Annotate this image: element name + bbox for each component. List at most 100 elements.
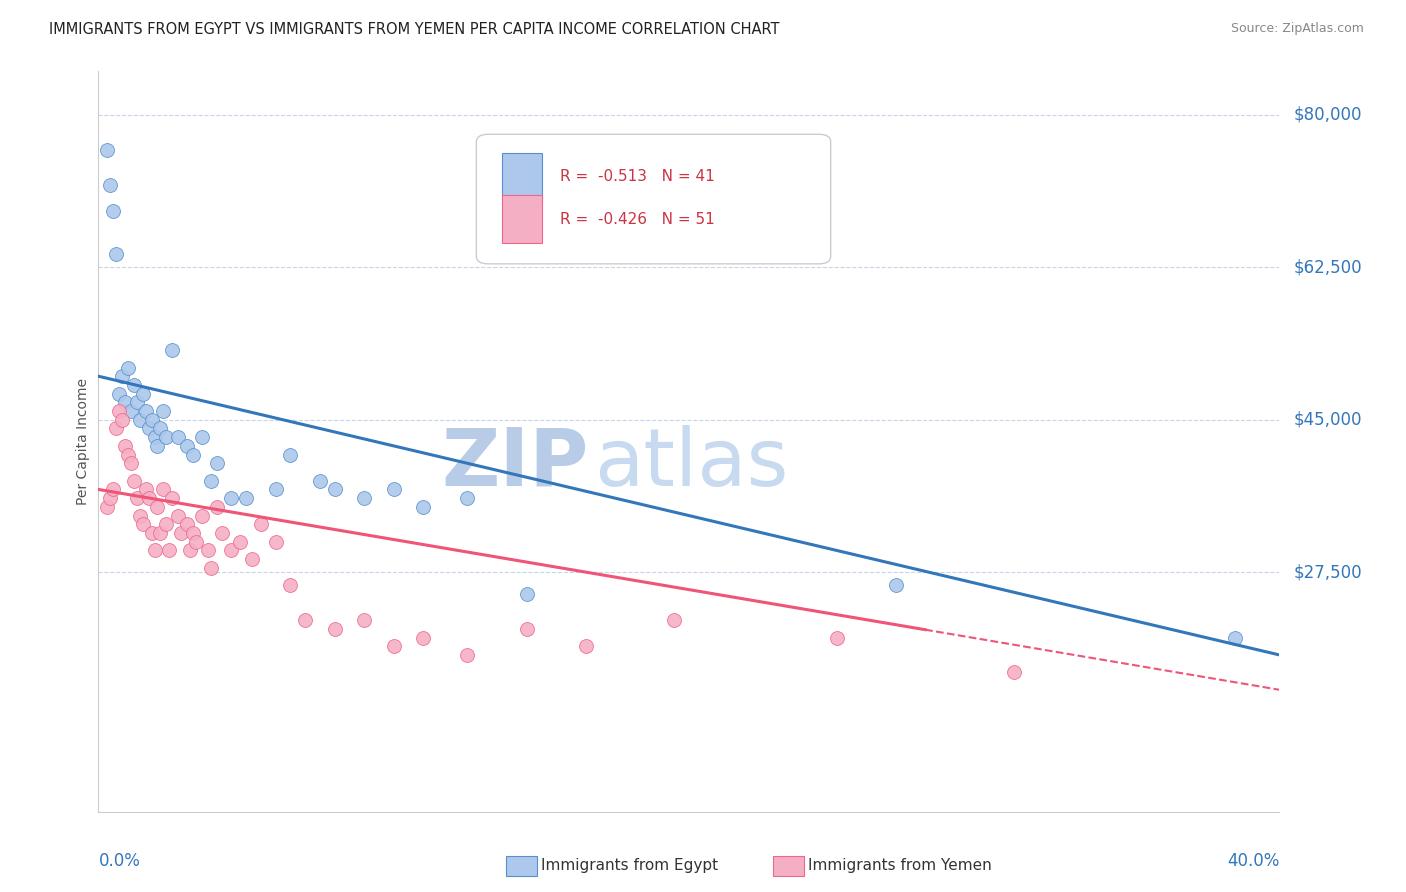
Point bbox=[157, 543, 180, 558]
Point bbox=[149, 421, 172, 435]
Point bbox=[353, 613, 375, 627]
Point bbox=[117, 448, 139, 462]
Point bbox=[141, 526, 163, 541]
Point bbox=[152, 483, 174, 497]
Point bbox=[884, 578, 907, 592]
Point bbox=[149, 526, 172, 541]
Point bbox=[457, 491, 479, 505]
Point bbox=[179, 543, 201, 558]
Point bbox=[412, 631, 434, 645]
Point bbox=[138, 491, 160, 505]
Text: Immigrants from Yemen: Immigrants from Yemen bbox=[808, 858, 993, 872]
Point bbox=[117, 360, 139, 375]
Text: ZIP: ZIP bbox=[441, 425, 589, 503]
Point bbox=[309, 474, 332, 488]
Point bbox=[96, 500, 118, 514]
Point bbox=[170, 526, 193, 541]
FancyBboxPatch shape bbox=[502, 153, 543, 201]
Text: Source: ZipAtlas.com: Source: ZipAtlas.com bbox=[1230, 22, 1364, 36]
Point bbox=[181, 526, 204, 541]
Point bbox=[103, 203, 125, 218]
Point bbox=[108, 404, 131, 418]
Point bbox=[191, 430, 214, 444]
Point bbox=[240, 552, 263, 566]
Point bbox=[205, 500, 228, 514]
Point bbox=[412, 500, 434, 514]
Point bbox=[143, 543, 166, 558]
Text: $80,000: $80,000 bbox=[1294, 106, 1362, 124]
Point bbox=[152, 404, 174, 418]
Point bbox=[132, 386, 155, 401]
Point bbox=[382, 639, 405, 653]
Point bbox=[294, 613, 316, 627]
Point bbox=[516, 587, 538, 601]
Point bbox=[108, 386, 131, 401]
Point bbox=[280, 578, 302, 592]
Point bbox=[114, 439, 136, 453]
Point bbox=[114, 395, 136, 409]
FancyBboxPatch shape bbox=[477, 135, 831, 264]
Point bbox=[128, 413, 150, 427]
Point bbox=[135, 483, 157, 497]
Point bbox=[135, 404, 157, 418]
Point bbox=[162, 491, 183, 505]
Point bbox=[382, 483, 405, 497]
Point bbox=[250, 517, 273, 532]
Point bbox=[167, 508, 190, 523]
Point bbox=[132, 517, 155, 532]
Text: $27,500: $27,500 bbox=[1294, 563, 1362, 582]
Point bbox=[125, 395, 148, 409]
Point bbox=[229, 534, 252, 549]
Point bbox=[264, 534, 287, 549]
Point bbox=[105, 247, 128, 261]
Point bbox=[155, 517, 177, 532]
Point bbox=[103, 483, 125, 497]
Point bbox=[143, 430, 166, 444]
Point bbox=[128, 508, 150, 523]
Point bbox=[825, 631, 848, 645]
Point bbox=[146, 500, 169, 514]
Text: R =  -0.426   N = 51: R = -0.426 N = 51 bbox=[560, 211, 716, 227]
Point bbox=[200, 561, 222, 575]
Point bbox=[120, 456, 142, 470]
Point bbox=[211, 526, 233, 541]
Text: atlas: atlas bbox=[595, 425, 789, 503]
Point bbox=[221, 491, 243, 505]
Point bbox=[353, 491, 375, 505]
Point bbox=[120, 404, 142, 418]
Point bbox=[96, 143, 118, 157]
Point bbox=[664, 613, 686, 627]
Point bbox=[167, 430, 190, 444]
Point bbox=[197, 543, 219, 558]
Y-axis label: Per Capita Income: Per Capita Income bbox=[76, 378, 90, 505]
Point bbox=[98, 178, 121, 192]
Point bbox=[111, 413, 134, 427]
Point bbox=[235, 491, 257, 505]
Point bbox=[1002, 665, 1025, 680]
Text: 0.0%: 0.0% bbox=[98, 853, 141, 871]
Point bbox=[138, 421, 160, 435]
Point bbox=[122, 474, 145, 488]
FancyBboxPatch shape bbox=[502, 195, 543, 244]
Point bbox=[105, 421, 128, 435]
Point bbox=[184, 534, 207, 549]
Point bbox=[323, 622, 346, 636]
Point bbox=[98, 491, 121, 505]
Point bbox=[191, 508, 214, 523]
Point bbox=[516, 622, 538, 636]
Text: $45,000: $45,000 bbox=[1294, 410, 1362, 429]
Point bbox=[146, 439, 169, 453]
Point bbox=[162, 343, 183, 357]
Text: $62,500: $62,500 bbox=[1294, 259, 1362, 277]
Point bbox=[205, 456, 228, 470]
Point bbox=[200, 474, 222, 488]
Point bbox=[1225, 631, 1247, 645]
Point bbox=[125, 491, 148, 505]
Point bbox=[264, 483, 287, 497]
Point bbox=[111, 369, 134, 384]
Text: R =  -0.513   N = 41: R = -0.513 N = 41 bbox=[560, 169, 716, 185]
Point bbox=[575, 639, 598, 653]
Point bbox=[141, 413, 163, 427]
Text: IMMIGRANTS FROM EGYPT VS IMMIGRANTS FROM YEMEN PER CAPITA INCOME CORRELATION CHA: IMMIGRANTS FROM EGYPT VS IMMIGRANTS FROM… bbox=[49, 22, 780, 37]
Point bbox=[457, 648, 479, 662]
